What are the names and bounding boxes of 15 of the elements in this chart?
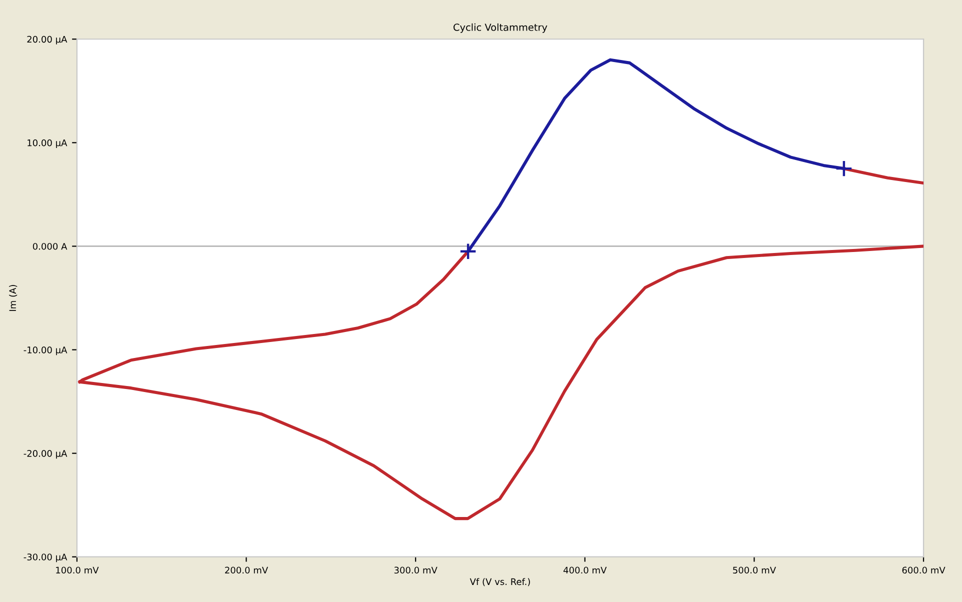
x-tick-label: 400.0 mV [563,566,607,574]
y-tick-label: -30.00 µA [24,554,68,562]
x-tick-label: 200.0 mV [225,566,268,574]
y-axis-title: Im (A) [9,284,18,311]
x-axis-title: Vf (V vs. Ref.) [470,578,530,586]
y-tick-label: 0.000 A [32,242,68,250]
y-tick-label: -20.00 µA [24,450,68,459]
x-tick-label: 500.0 mV [733,566,776,574]
x-tick-label: 300.0 mV [394,566,438,574]
y-tick-label: -10.00 µA [24,346,68,356]
x-tick-label: 100.0 mV [56,566,99,574]
y-tick-label: 20.00 µA [27,36,68,44]
chart-title: Cyclic Voltammetry [454,23,548,33]
y-tick-label: 10.00 µA [28,139,68,148]
x-tick-label: 600.0 mV [902,566,946,574]
